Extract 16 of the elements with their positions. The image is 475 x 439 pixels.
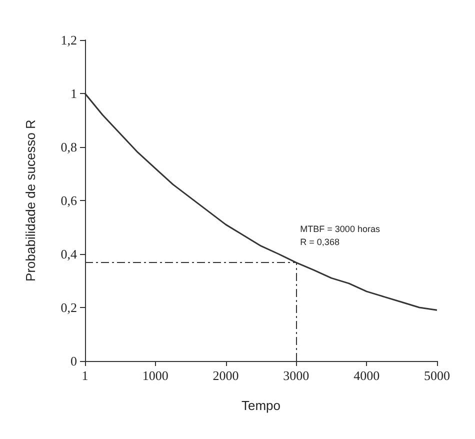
- x-tick-label: 1000: [142, 368, 168, 383]
- y-tick-label: 1: [70, 86, 77, 101]
- x-tick-label: 1: [82, 368, 88, 383]
- y-tick-label: 0,4: [60, 246, 78, 262]
- x-tick-label: 5000: [424, 368, 450, 383]
- annotation: MTBF = 3000 horas R = 0,368: [300, 224, 380, 248]
- y-tick-label: 0,6: [60, 193, 78, 208]
- y-tick-label: 1,2: [60, 32, 77, 48]
- x-tick-label: 3000: [283, 368, 310, 383]
- x-tick-label: 2000: [212, 368, 239, 383]
- y-axis-title: Probabilidade de sucesso R: [23, 120, 38, 282]
- y-tick-label: 0,8: [60, 140, 77, 154]
- y-tick-label: 0,2: [60, 300, 77, 315]
- x-tick-label: 4000: [354, 368, 380, 383]
- y-tick-label: 0: [70, 354, 77, 368]
- x-axis-title: Tempo: [241, 398, 281, 413]
